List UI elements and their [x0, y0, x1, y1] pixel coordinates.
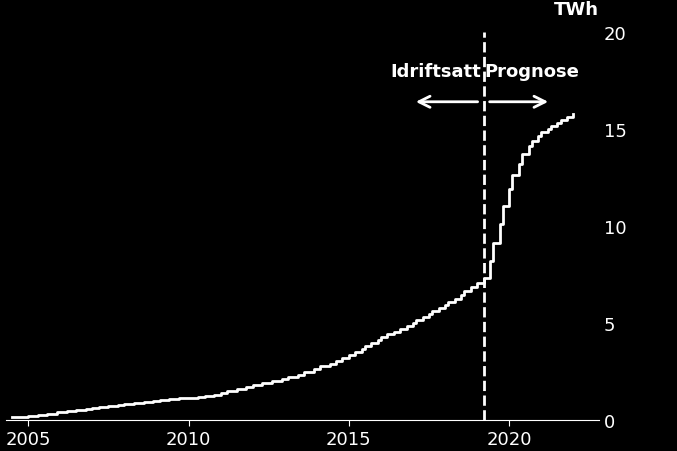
- Text: TWh: TWh: [554, 1, 599, 19]
- Text: Prognose: Prognose: [484, 63, 579, 81]
- Text: Idriftsatt: Idriftsatt: [390, 63, 481, 81]
